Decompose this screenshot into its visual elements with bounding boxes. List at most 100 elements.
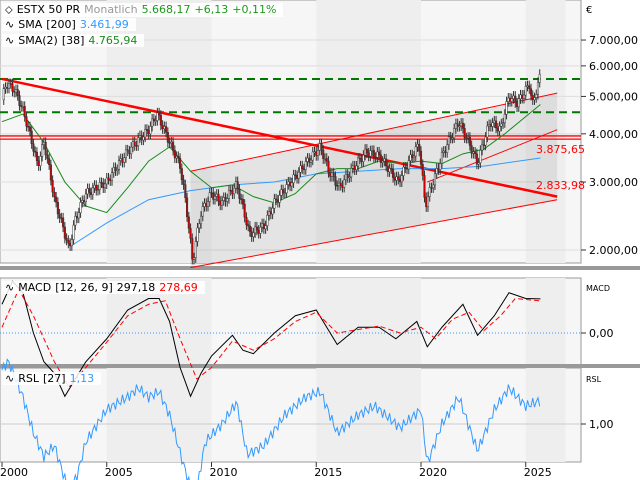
candle bbox=[86, 188, 89, 195]
candle bbox=[140, 135, 143, 141]
candle bbox=[350, 168, 353, 178]
candle bbox=[295, 175, 299, 179]
x-tick-label: 2005 bbox=[105, 466, 133, 479]
candle bbox=[103, 183, 107, 189]
candle bbox=[243, 203, 246, 218]
candle bbox=[117, 160, 121, 170]
candle bbox=[67, 239, 70, 244]
candle bbox=[482, 144, 485, 147]
candle bbox=[285, 184, 288, 194]
candle bbox=[126, 149, 129, 152]
candle bbox=[187, 216, 190, 229]
candle bbox=[329, 172, 332, 177]
x-tick-label: 2015 bbox=[314, 466, 342, 479]
candle bbox=[72, 224, 75, 240]
candle bbox=[302, 168, 306, 170]
sma200-label: SMA bbox=[18, 18, 43, 31]
candle bbox=[229, 190, 232, 192]
candle bbox=[110, 172, 114, 181]
candle bbox=[449, 136, 452, 139]
candle bbox=[489, 124, 492, 127]
candle bbox=[199, 215, 203, 225]
y-tick-label: 7.000,00 bbox=[589, 34, 638, 47]
rsl-param: [27] bbox=[42, 372, 66, 385]
candle bbox=[488, 124, 491, 127]
wave-icon: ∿ bbox=[5, 18, 15, 31]
candle bbox=[18, 95, 21, 106]
candle bbox=[357, 157, 360, 167]
candle bbox=[313, 151, 316, 153]
candle bbox=[182, 179, 185, 185]
candle bbox=[411, 154, 414, 158]
change: +6,13 bbox=[194, 3, 229, 16]
candle bbox=[206, 201, 210, 207]
candle bbox=[304, 161, 307, 170]
candle bbox=[269, 211, 272, 215]
candle bbox=[102, 182, 105, 189]
candle bbox=[172, 141, 175, 151]
candle bbox=[301, 165, 304, 169]
candle bbox=[507, 97, 510, 102]
candle bbox=[273, 198, 276, 209]
candle bbox=[121, 158, 124, 163]
candle bbox=[250, 231, 253, 237]
candle bbox=[248, 225, 251, 232]
candle bbox=[374, 157, 377, 159]
candle bbox=[142, 136, 145, 141]
candle bbox=[35, 151, 38, 162]
candle bbox=[524, 85, 527, 96]
candle bbox=[386, 165, 389, 173]
candle bbox=[196, 227, 199, 242]
candle bbox=[367, 152, 370, 157]
candle bbox=[105, 177, 108, 185]
candle bbox=[268, 211, 271, 216]
candle bbox=[337, 182, 340, 186]
candle bbox=[323, 157, 327, 160]
candle bbox=[399, 179, 402, 183]
candle bbox=[292, 174, 295, 184]
candle bbox=[186, 197, 189, 218]
candle bbox=[289, 181, 292, 187]
candle bbox=[240, 198, 243, 200]
candle bbox=[152, 118, 155, 122]
candle bbox=[346, 173, 349, 178]
candle bbox=[194, 241, 197, 259]
candle bbox=[131, 141, 134, 148]
candle bbox=[282, 189, 285, 194]
candle bbox=[175, 156, 178, 159]
candle bbox=[236, 181, 239, 190]
candle bbox=[27, 125, 30, 128]
candle bbox=[48, 158, 51, 165]
candle bbox=[528, 85, 531, 89]
candle bbox=[397, 176, 400, 180]
candle bbox=[161, 124, 164, 129]
candle bbox=[198, 223, 201, 229]
candle bbox=[412, 155, 416, 158]
macd-label: MACD bbox=[18, 281, 52, 294]
downtrend-label: 2.833,98 bbox=[536, 179, 585, 192]
candle bbox=[261, 223, 264, 228]
candle bbox=[62, 217, 65, 228]
candle bbox=[133, 141, 136, 146]
candle bbox=[257, 229, 260, 234]
candle bbox=[493, 120, 496, 124]
wave-icon: ∿ bbox=[5, 34, 15, 47]
candle bbox=[84, 193, 87, 203]
candle bbox=[343, 179, 346, 188]
rsl-y-tick: 1,00 bbox=[589, 418, 614, 431]
candle bbox=[46, 154, 49, 159]
candle bbox=[496, 127, 499, 132]
candle bbox=[341, 185, 344, 188]
candle bbox=[522, 94, 526, 99]
rsl-line bbox=[1, 358, 541, 480]
rsl-axis-label: RSL bbox=[586, 375, 602, 384]
candle bbox=[212, 192, 215, 200]
candle bbox=[276, 199, 279, 203]
candle bbox=[2, 88, 5, 101]
candle bbox=[322, 149, 325, 160]
candle bbox=[49, 164, 52, 181]
candle bbox=[393, 177, 396, 181]
candle bbox=[330, 172, 334, 177]
candle bbox=[297, 171, 300, 179]
